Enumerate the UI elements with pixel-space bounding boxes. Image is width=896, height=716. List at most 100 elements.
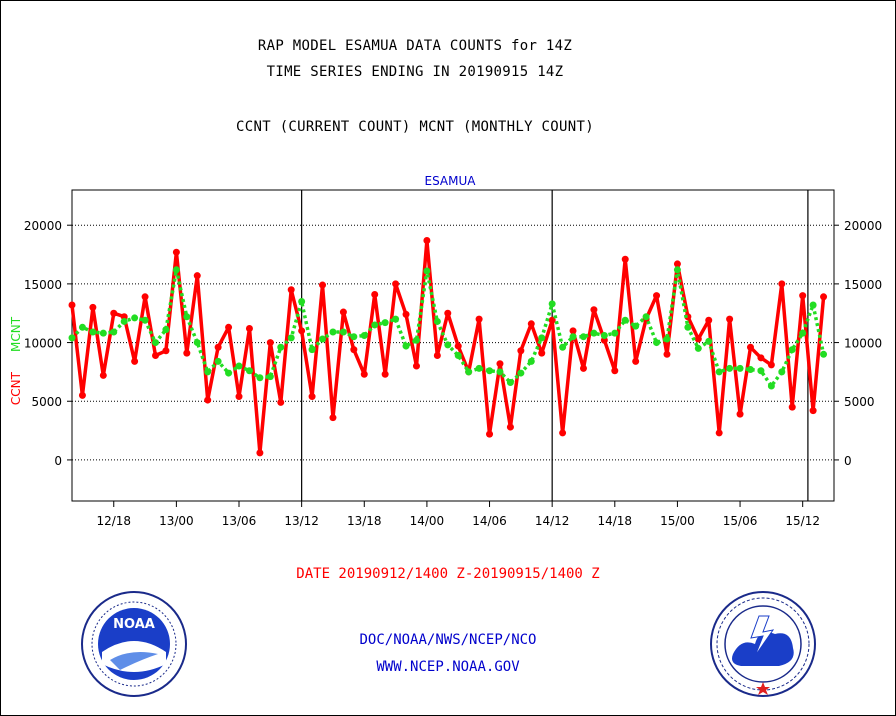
data-point-ccnt (444, 309, 452, 317)
axis-layer: 0 0 5000 5000 10000 10000 15000 15000 20000 20000… (24, 189, 882, 528)
data-point-ccnt (152, 351, 160, 359)
data-point-ccnt (235, 393, 243, 401)
data-point-mcnt (402, 342, 410, 350)
data-point-ccnt (308, 393, 316, 401)
data-point-ccnt (89, 303, 97, 311)
data-point-mcnt (454, 351, 462, 359)
data-point-mcnt (767, 382, 775, 390)
data-point-mcnt (308, 346, 316, 354)
footer-org: DOC/NOAA/NWS/NCEP/NCO (359, 632, 537, 648)
data-point-mcnt (152, 339, 160, 347)
data-point-ccnt (778, 280, 786, 288)
data-point-mcnt (339, 328, 347, 336)
data-point-ccnt (486, 430, 494, 438)
x-tick-label: 15/00 (660, 514, 695, 528)
data-point-mcnt (465, 368, 473, 376)
data-point-ccnt (287, 286, 295, 294)
noaa-logo-icon: NOAA (81, 591, 187, 697)
data-point-ccnt (548, 316, 556, 324)
data-point-ccnt (767, 361, 775, 369)
data-point-ccnt (392, 280, 400, 288)
data-point-mcnt (204, 368, 212, 376)
data-point-ccnt (68, 301, 76, 309)
data-point-mcnt (277, 343, 285, 351)
data-point-ccnt (590, 306, 598, 314)
data-point-ccnt (632, 357, 640, 365)
data-point-mcnt (600, 332, 608, 340)
data-point-ccnt (204, 396, 212, 404)
data-point-ccnt (757, 354, 765, 362)
data-point-ccnt (653, 292, 661, 300)
data-point-mcnt (517, 369, 525, 377)
data-point-ccnt (673, 260, 681, 268)
y-tick-label-left: 0 (54, 454, 62, 468)
data-point-mcnt (590, 329, 598, 337)
data-point-mcnt (319, 335, 327, 343)
x-tick-label: 14/06 (472, 514, 507, 528)
data-point-mcnt (506, 378, 514, 386)
data-point-mcnt (642, 313, 650, 321)
data-point-ccnt (809, 407, 817, 415)
data-point-ccnt (569, 327, 577, 335)
data-point-ccnt (225, 323, 233, 331)
data-point-mcnt (486, 367, 494, 375)
x-tick-label: 13/18 (347, 514, 382, 528)
data-point-mcnt (412, 336, 420, 344)
data-point-mcnt (569, 333, 577, 341)
x-tick-label: 13/12 (284, 514, 319, 528)
data-point-mcnt (392, 315, 400, 323)
data-point-ccnt (402, 310, 410, 318)
data-point-mcnt (746, 366, 754, 374)
y-axis-label-mcnt: MCNT (9, 316, 23, 352)
data-point-ccnt (162, 347, 170, 355)
x-tick-label: 15/06 (723, 514, 758, 528)
x-axis-date-range: DATE 20190912/1400 Z-20190915/1400 Z (296, 566, 600, 582)
data-point-mcnt (183, 313, 191, 321)
y-axis-label: CCNT MCNT (9, 316, 23, 405)
data-point-ccnt (820, 293, 828, 301)
data-point-ccnt (381, 370, 389, 378)
data-point-ccnt (517, 347, 525, 355)
data-point-ccnt (705, 316, 713, 324)
data-point-mcnt (694, 344, 702, 352)
data-point-mcnt (256, 374, 264, 382)
data-point-mcnt (214, 357, 222, 365)
data-point-mcnt (726, 364, 734, 372)
data-point-mcnt (78, 323, 86, 331)
y-tick-label-left: 10000 (24, 337, 62, 351)
data-point-ccnt (799, 292, 807, 300)
data-point-ccnt (329, 414, 337, 422)
data-point-ccnt (412, 362, 420, 370)
data-point-mcnt (673, 266, 681, 274)
data-point-mcnt (705, 337, 713, 345)
data-point-mcnt (120, 317, 128, 325)
data-point-ccnt (131, 357, 139, 365)
data-point-mcnt (235, 362, 243, 370)
data-point-ccnt (715, 429, 723, 437)
data-point-mcnt (444, 341, 452, 349)
title-line-3: CCNT (CURRENT COUNT) MCNT (MONTHLY COUNT… (236, 119, 594, 135)
data-point-mcnt (579, 333, 587, 341)
data-point-mcnt (141, 316, 149, 324)
data-point-ccnt (78, 391, 86, 399)
data-point-ccnt (506, 423, 514, 431)
data-point-mcnt (715, 368, 723, 376)
y-axis-label-ccnt: CCNT (9, 371, 23, 405)
series-layer (68, 236, 828, 457)
data-point-ccnt (423, 236, 431, 244)
data-point-mcnt (172, 266, 180, 274)
data-point-mcnt (736, 364, 744, 372)
data-point-mcnt (799, 329, 807, 337)
data-point-mcnt (809, 301, 817, 309)
data-point-ccnt (788, 403, 796, 411)
data-point-ccnt (339, 308, 347, 316)
data-point-mcnt (559, 343, 567, 351)
data-point-mcnt (496, 368, 504, 376)
y-tick-label-right: 20000 (844, 219, 882, 233)
x-tick-label: 13/00 (159, 514, 194, 528)
data-point-mcnt (110, 328, 118, 336)
footer-url[interactable]: WWW.NCEP.NOAA.GOV (376, 659, 520, 675)
nws-logo-icon (710, 591, 816, 697)
x-tick-label: 12/18 (96, 514, 131, 528)
data-point-ccnt (746, 343, 754, 351)
